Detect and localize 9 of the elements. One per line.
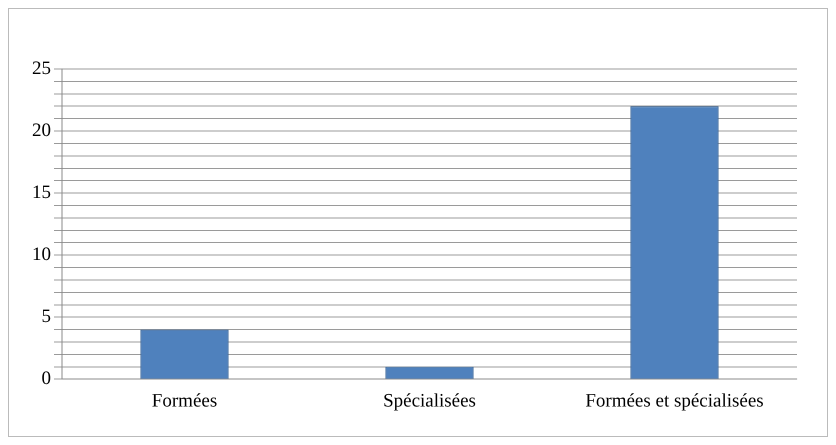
- y-tick-label: 5: [42, 306, 51, 328]
- y-tick-label: 0: [42, 368, 51, 390]
- x-tick-label: Formées et spécialisées: [585, 390, 764, 412]
- y-tick-label: 25: [32, 58, 51, 79]
- x-tick-label: Spécialisées: [383, 390, 476, 412]
- y-tick-label: 15: [32, 182, 51, 204]
- y-tick-label: 10: [32, 244, 51, 266]
- y-tick-label: 20: [32, 120, 51, 142]
- x-tick-label: Formées: [152, 390, 218, 412]
